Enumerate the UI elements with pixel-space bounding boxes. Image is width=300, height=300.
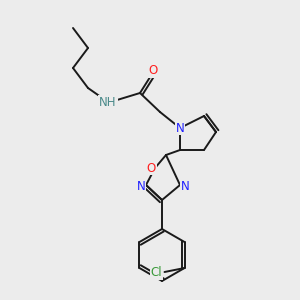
Text: NH: NH bbox=[99, 95, 117, 109]
Text: O: O bbox=[148, 64, 158, 77]
Text: N: N bbox=[136, 179, 146, 193]
Text: O: O bbox=[146, 161, 156, 175]
Text: N: N bbox=[181, 179, 189, 193]
Text: Cl: Cl bbox=[151, 266, 162, 280]
Text: N: N bbox=[176, 122, 184, 134]
